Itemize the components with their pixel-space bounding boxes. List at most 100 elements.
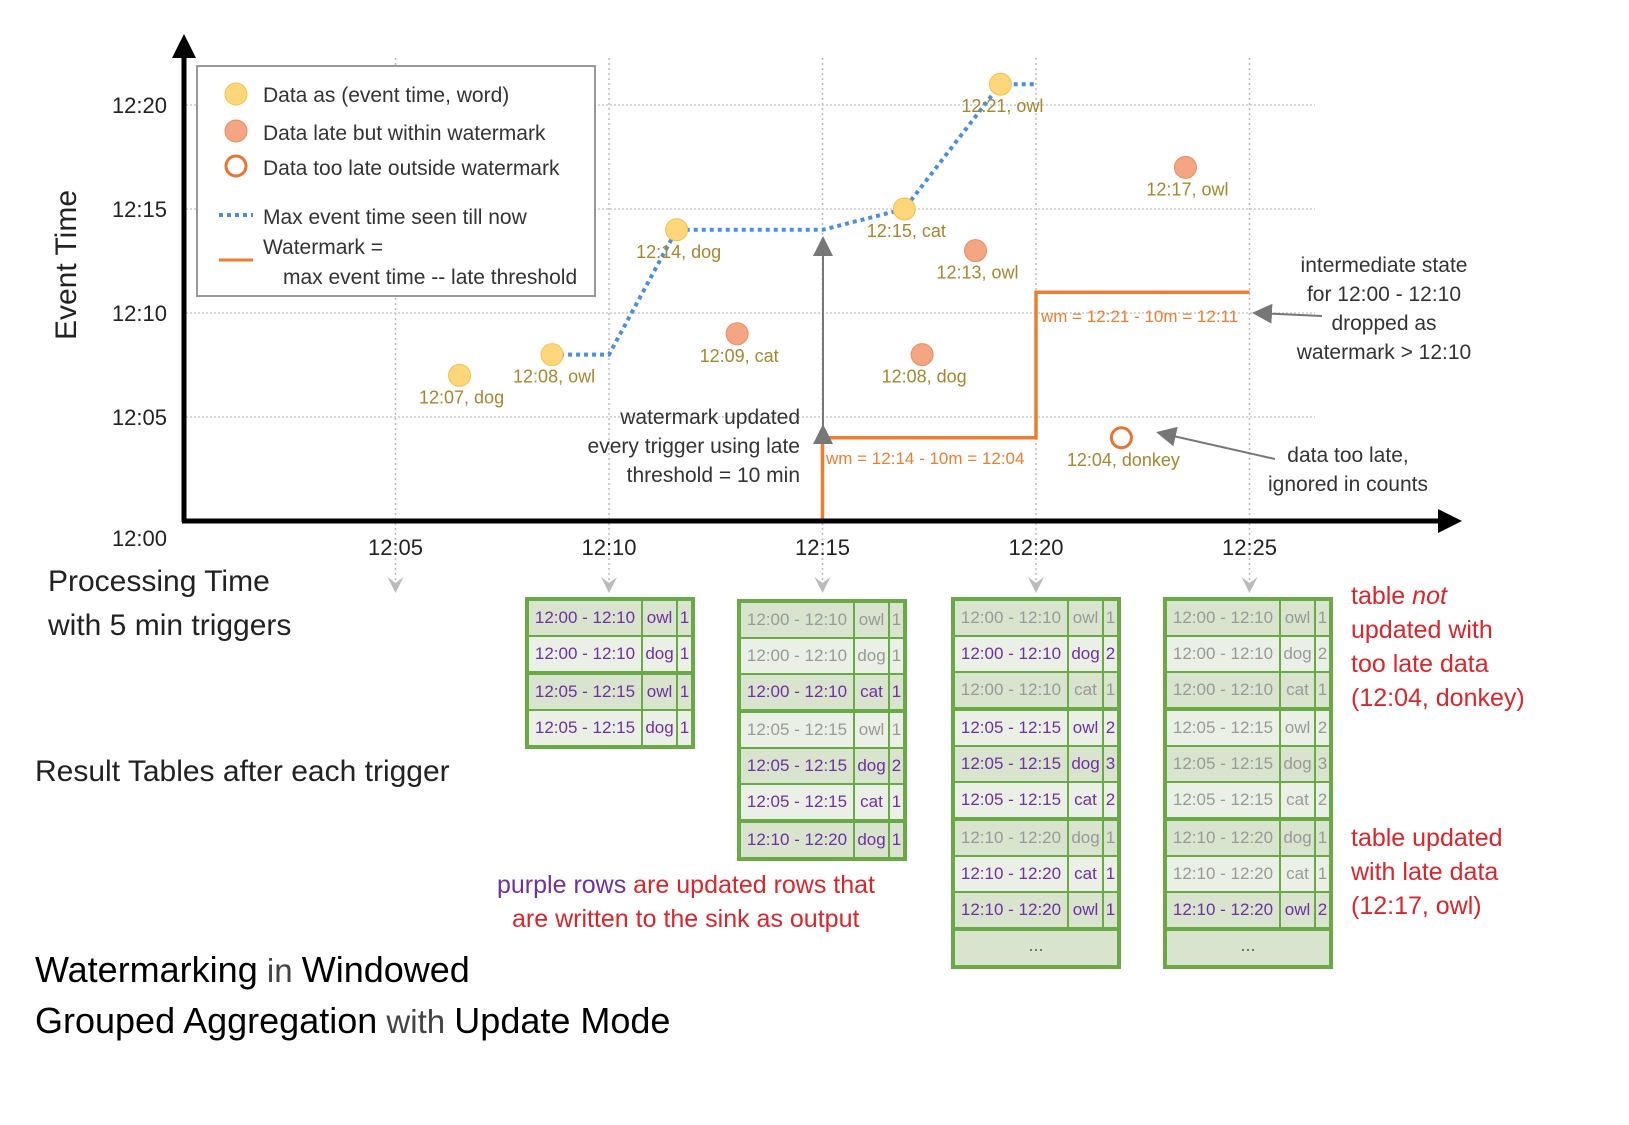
count-cell: 1 — [678, 601, 691, 635]
word-cell: owl — [1281, 893, 1314, 927]
table-row: 12:00 - 12:10 owl 1 — [529, 601, 691, 635]
window-cell: 12:00 - 12:10 — [741, 675, 853, 709]
table-row: 12:05 - 12:15 owl 1 — [529, 671, 691, 709]
diagram-title: Watermarking in Windowed Grouped Aggregat… — [35, 945, 670, 1047]
count-cell: 1 — [1104, 821, 1117, 855]
word-cell: dog — [855, 823, 888, 857]
word-cell: cat — [1281, 857, 1314, 891]
word-cell: dog — [855, 749, 888, 783]
too-late-arrow — [1156, 426, 1276, 460]
trigger-arrow — [601, 577, 617, 593]
count-cell: 2 — [1104, 711, 1117, 745]
data-point-label: 12:08, dog — [882, 367, 967, 387]
count-cell: 1 — [890, 823, 903, 857]
legend-on-time: Data as (event time, word) — [263, 84, 509, 107]
window-cell: 12:00 - 12:10 — [955, 601, 1067, 635]
title-part: Watermarking — [35, 949, 258, 990]
table-row: 12:10 - 12:20 owl 1 — [955, 891, 1117, 927]
data-point — [665, 218, 689, 242]
data-point-late — [725, 322, 749, 346]
window-cell: 12:05 - 12:15 — [741, 749, 853, 783]
legend-too-late: Data too late outside watermark — [263, 157, 560, 180]
count-cell: 1 — [678, 637, 691, 671]
data-point-label: 12:14, dog — [636, 242, 721, 262]
window-cell: 12:05 - 12:15 — [955, 711, 1067, 745]
data-point-too-late — [1109, 426, 1133, 450]
wm-updated-text: every trigger using late — [588, 435, 800, 458]
table-row: 12:05 - 12:15 cat 2 — [1167, 781, 1329, 817]
count-cell: 2 — [1316, 893, 1329, 927]
word-cell: owl — [1069, 711, 1102, 745]
count-cell: 2 — [1104, 637, 1117, 671]
intermediate-text: dropped as — [1331, 312, 1436, 335]
table-row: 12:00 - 12:10 dog 1 — [529, 635, 691, 671]
data-point-late — [1173, 155, 1197, 179]
data-point — [540, 343, 564, 367]
watermark-line — [820, 290, 1250, 521]
count-cell: 1 — [1104, 893, 1117, 927]
result-table: 12:00 - 12:10 owl 1 12:00 - 12:10 dog 1 12:00 … — [737, 599, 907, 861]
window-cell: 12:05 - 12:15 — [741, 713, 853, 747]
word-cell: dog — [1069, 821, 1102, 855]
title-part: Update Mode — [454, 1000, 671, 1041]
table-row: 12:10 - 12:20 cat 1 — [955, 855, 1117, 891]
word-cell: cat — [1281, 783, 1314, 817]
x-tick-label: 12:25 — [1222, 535, 1277, 560]
data-point-label: 12:15, cat — [867, 221, 946, 241]
word-cell: dog — [1281, 747, 1314, 781]
count-cell: 2 — [1316, 783, 1329, 817]
window-cell: 12:05 - 12:15 — [955, 747, 1067, 781]
note-text: updated with — [1351, 616, 1493, 644]
result-table: 12:00 - 12:10 owl 1 12:00 - 12:10 dog 2 12:00 … — [1163, 597, 1333, 969]
window-cell: 12:05 - 12:15 — [529, 675, 641, 709]
y-tick-label: 12:10 — [112, 301, 167, 326]
trigger-arrow — [1028, 577, 1044, 593]
not-updated-note: table not updated with too late data (12… — [1351, 579, 1525, 715]
count-cell: 3 — [1104, 747, 1117, 781]
count-cell: 1 — [678, 675, 691, 709]
count-cell: 2 — [1104, 783, 1117, 817]
count-cell: 3 — [1316, 747, 1329, 781]
y-tick-label: 12:05 — [112, 405, 167, 430]
word-cell: owl — [1069, 601, 1102, 635]
window-cell: 12:05 - 12:15 — [741, 785, 853, 819]
window-cell: 12:05 - 12:15 — [1167, 711, 1279, 745]
legend: Data as (event time, word) Data late but… — [196, 65, 596, 297]
data-point — [988, 72, 1012, 96]
word-cell: owl — [1069, 893, 1102, 927]
intermediate-text: intermediate state — [1301, 254, 1468, 277]
count-cell: 2 — [1316, 637, 1329, 671]
table-row: 12:05 - 12:15 owl 1 — [741, 709, 903, 747]
table-row: 12:10 - 12:20 cat 1 — [1167, 855, 1329, 891]
count-cell: 1 — [1104, 857, 1117, 891]
window-cell: 12:00 - 12:10 — [741, 639, 853, 673]
count-cell: 1 — [1316, 821, 1329, 855]
word-cell: dog — [1069, 637, 1102, 671]
note-text: table updated — [1351, 824, 1503, 852]
word-cell: cat — [855, 675, 888, 709]
note-text: table — [1351, 582, 1413, 610]
word-cell: cat — [1069, 673, 1102, 707]
word-cell: cat — [855, 785, 888, 819]
word-cell: cat — [1069, 857, 1102, 891]
x-tick-label: 12:20 — [1008, 535, 1063, 560]
legend-late-marker — [224, 119, 248, 143]
y-tick-label: 12:15 — [112, 197, 167, 222]
window-cell: 12:00 - 12:10 — [1167, 637, 1279, 671]
window-cell: 12:05 - 12:15 — [1167, 747, 1279, 781]
table-row: 12:00 - 12:10 owl 1 — [955, 601, 1117, 635]
table-row: 12:10 - 12:20 dog 1 — [955, 817, 1117, 855]
table-row: 12:00 - 12:10 cat 1 — [955, 671, 1117, 707]
count-cell: 2 — [890, 749, 903, 783]
y-axis-label: Event Time — [50, 190, 83, 340]
annotations: watermark updated every trigger using la… — [588, 236, 1471, 496]
legend-late: Data late but within watermark — [263, 122, 546, 145]
window-cell: 12:00 - 12:10 — [529, 637, 641, 671]
window-cell: 12:00 - 12:10 — [955, 673, 1067, 707]
x-axis-sublabel: with 5 min triggers — [48, 609, 292, 642]
title-part: with — [377, 1003, 455, 1040]
x-tick-label: 12:10 — [581, 535, 636, 560]
legend-watermark: Watermark = — [263, 236, 383, 259]
data-point-label: 12:08, owl — [513, 367, 595, 387]
trigger-arrow — [814, 577, 831, 593]
